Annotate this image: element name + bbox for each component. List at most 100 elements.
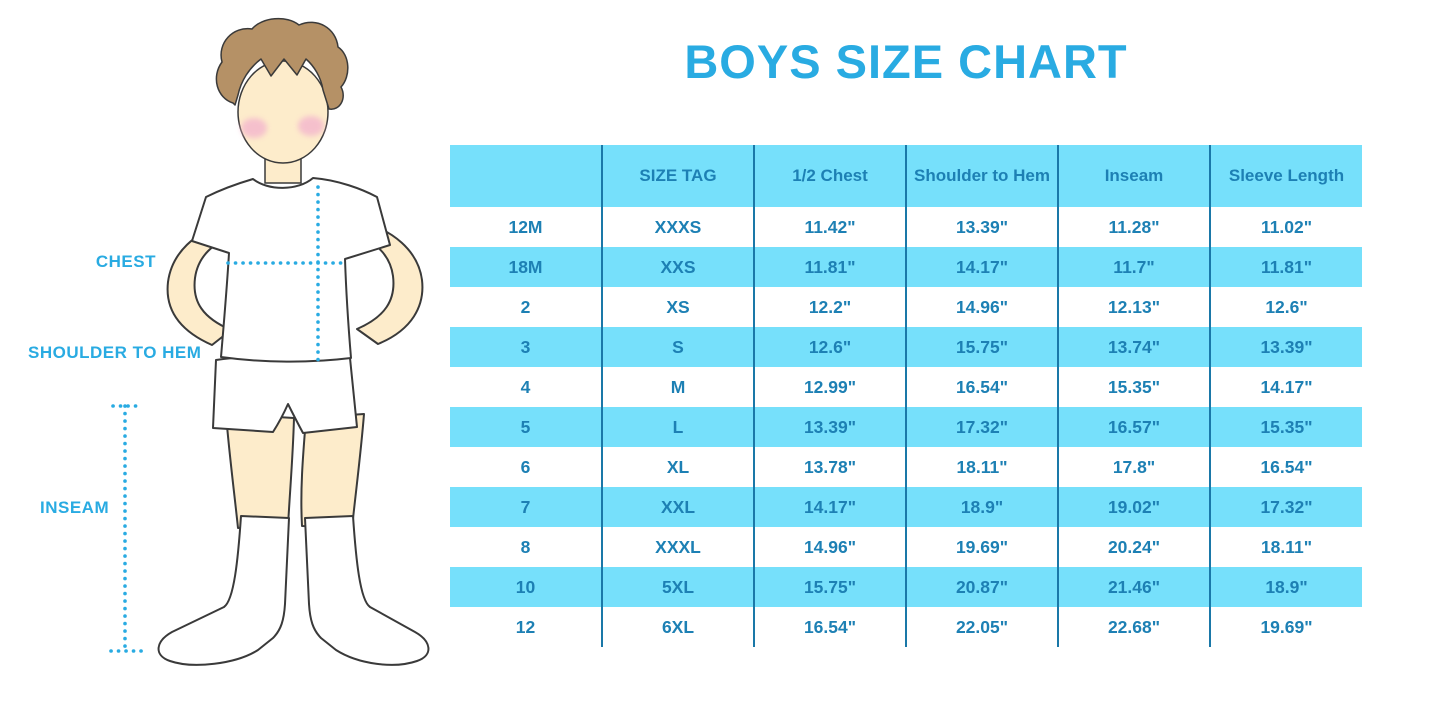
measurement-cell: XL (601, 447, 754, 487)
col-header-inseam: Inseam (1057, 145, 1210, 207)
right-sock (304, 515, 430, 666)
measurement-cell: 11.81" (753, 247, 906, 287)
table-row: 2 XS 12.2" 14.96" 12.13" 12.6" (450, 287, 1362, 327)
measurement-cell: 5XL (601, 567, 754, 607)
measurement-cell: 13.39" (753, 407, 906, 447)
measurement-cell: XXXS (601, 207, 754, 247)
measurement-cell: XS (601, 287, 754, 327)
measurement-cell: 18.11" (905, 447, 1058, 487)
size-cell: 2 (450, 287, 602, 327)
col-header-size (450, 145, 602, 207)
table-row: 12 6XL 16.54" 22.05" 22.68" 19.69" (450, 607, 1362, 647)
table-header: SIZE TAG 1/2 Chest Shoulder to Hem Insea… (450, 145, 1362, 207)
measurement-cell: 18.9" (1209, 567, 1362, 607)
measurement-cell: 12.13" (1057, 287, 1210, 327)
size-cell: 5 (450, 407, 602, 447)
measurement-cell: 11.42" (753, 207, 906, 247)
face (237, 60, 329, 164)
right-arm (351, 221, 424, 345)
measurement-cell: 11.28" (1057, 207, 1210, 247)
page-title: BOYS SIZE CHART (684, 35, 1128, 88)
left-sock (157, 515, 290, 666)
boy-illustration (109, 17, 430, 666)
table-row: 5 L 13.39" 17.32" 16.57" 15.35" (450, 407, 1362, 447)
measurement-cell: 12.6" (1209, 287, 1362, 327)
table-row: 8 XXXL 14.96" 19.69" 20.24" 18.11" (450, 527, 1362, 567)
measurement-cell: 16.54" (905, 367, 1058, 407)
measurement-cell: 12.6" (753, 327, 906, 367)
measurement-cell: 14.96" (753, 527, 906, 567)
measurement-cell: 12.99" (753, 367, 906, 407)
size-cell: 10 (450, 567, 602, 607)
t-shirt (191, 177, 391, 363)
measurement-cell: 11.02" (1209, 207, 1362, 247)
measurement-cell: 19.69" (1209, 607, 1362, 647)
size-cell: 12 (450, 607, 602, 647)
measurement-cell: 16.54" (1209, 447, 1362, 487)
measurement-cell: XXXL (601, 527, 754, 567)
measurement-cell: 14.17" (753, 487, 906, 527)
left-cheek (241, 118, 267, 138)
measurement-cell: 20.24" (1057, 527, 1210, 567)
measurement-cell: 19.69" (905, 527, 1058, 567)
chest-label: CHEST (95, 252, 156, 271)
measurement-cell: 18.9" (905, 487, 1058, 527)
size-cell: 6 (450, 447, 602, 487)
col-header-half-chest: 1/2 Chest (753, 145, 906, 207)
table-row: 18M XXS 11.81" 14.17" 11.7" 11.81" (450, 247, 1362, 287)
table-row: 12M XXXS 11.42" 13.39" 11.28" 11.02" (450, 207, 1362, 247)
measurement-cell: 12.2" (753, 287, 906, 327)
measurement-cell: 13.39" (1209, 327, 1362, 367)
measurement-cell: 13.78" (753, 447, 906, 487)
measurement-cell: 11.7" (1057, 247, 1210, 287)
measurement-cell: 17.32" (905, 407, 1058, 447)
shoulder-to-hem-label: SHOULDER TO HEM (28, 343, 202, 362)
measurement-cell: 17.8" (1057, 447, 1210, 487)
size-cell: 8 (450, 527, 602, 567)
measurement-cell: 18.11" (1209, 527, 1362, 567)
size-table-body: 12M XXXS 11.42" 13.39" 11.28" 11.02" 18M XXS 11.… (450, 207, 1362, 647)
measurement-cell: M (601, 367, 754, 407)
col-header-shoulder-to-hem: Shoulder to Hem (905, 145, 1058, 207)
left-arm (166, 223, 235, 346)
measurement-cell: 14.17" (1209, 367, 1362, 407)
col-header-sleeve-length: Sleeve Length (1209, 145, 1362, 207)
size-cell: 7 (450, 487, 602, 527)
size-cell: 3 (450, 327, 602, 367)
measurement-cell: 6XL (601, 607, 754, 647)
measurement-cell: 22.05" (905, 607, 1058, 647)
measurement-cell: 15.75" (905, 327, 1058, 367)
measurement-cell: XXL (601, 487, 754, 527)
right-cheek (298, 116, 324, 136)
measurement-cell: 16.57" (1057, 407, 1210, 447)
measurement-cell: 14.17" (905, 247, 1058, 287)
header-row: SIZE TAG 1/2 Chest Shoulder to Hem Insea… (450, 145, 1362, 207)
measurement-cell: 13.74" (1057, 327, 1210, 367)
hair (215, 17, 349, 110)
measurement-cell: 15.35" (1057, 367, 1210, 407)
measurement-cell: 16.54" (753, 607, 906, 647)
measurement-cell: 11.81" (1209, 247, 1362, 287)
measurement-cell: 15.75" (753, 567, 906, 607)
size-cell: 4 (450, 367, 602, 407)
measurement-cell: S (601, 327, 754, 367)
col-header-size-tag: SIZE TAG (601, 145, 754, 207)
measurement-cell: 19.02" (1057, 487, 1210, 527)
inseam-label: INSEAM (40, 498, 110, 517)
table-row: 6 XL 13.78" 18.11" 17.8" 16.54" (450, 447, 1362, 487)
measurement-cell: 13.39" (905, 207, 1058, 247)
measurement-cell: 21.46" (1057, 567, 1210, 607)
measurement-cell: 15.35" (1209, 407, 1362, 447)
size-chart-table: SIZE TAG 1/2 Chest Shoulder to Hem Insea… (450, 145, 1362, 647)
measurement-cell: 22.68" (1057, 607, 1210, 647)
measurement-cell: L (601, 407, 754, 447)
size-cell: 18M (450, 247, 602, 287)
table-row: 10 5XL 15.75" 20.87" 21.46" 18.9" (450, 567, 1362, 607)
measurement-cell: XXS (601, 247, 754, 287)
measurement-cell: 20.87" (905, 567, 1058, 607)
table-row: 4 M 12.99" 16.54" 15.35" 14.17" (450, 367, 1362, 407)
table-row: 3 S 12.6" 15.75" 13.74" 13.39" (450, 327, 1362, 367)
table-row: 7 XXL 14.17" 18.9" 19.02" 17.32" (450, 487, 1362, 527)
measurement-cell: 17.32" (1209, 487, 1362, 527)
size-cell: 12M (450, 207, 602, 247)
